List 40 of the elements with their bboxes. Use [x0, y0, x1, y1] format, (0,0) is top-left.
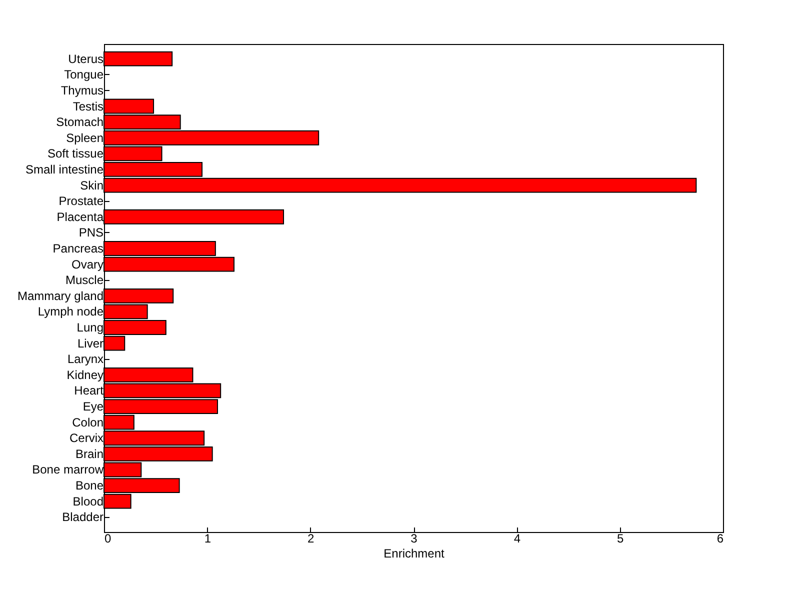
- bar: [104, 51, 173, 66]
- y-tick-label: Blood: [72, 494, 104, 508]
- y-tick-label: Placenta: [56, 210, 104, 224]
- y-tick-label: Skin: [80, 178, 104, 192]
- y-tick-label: Soft tissue: [47, 146, 104, 161]
- y-tick-label: Uterus: [68, 52, 104, 66]
- x-tick-label: 1: [204, 532, 212, 546]
- y-tick-label: Heart: [74, 384, 104, 398]
- y-tick-label: Liver: [77, 336, 104, 350]
- y-tick-label: Bone marrow: [32, 462, 104, 477]
- y-tick-label: Thymus: [60, 83, 104, 98]
- x-tick-label: 6: [716, 532, 724, 546]
- y-tick-label: Bone: [75, 478, 104, 493]
- y-tick-label: Lymph node: [38, 304, 104, 319]
- y-tick-label: Bladder: [62, 510, 104, 524]
- y-tick-label: Spleen: [66, 130, 104, 145]
- x-tick-label: 4: [514, 532, 521, 546]
- y-tick-label: Cervix: [69, 431, 104, 446]
- y-tick-label: Lung: [76, 320, 104, 335]
- y-tick-label: Eye: [82, 400, 104, 414]
- y-tick-label: Small intestine: [25, 162, 104, 176]
- y-tick-label: Muscle: [65, 273, 104, 288]
- y-tick-label: Kidney: [66, 368, 104, 382]
- y-tick-label: Prostate: [58, 194, 104, 208]
- x-tick-label: 2: [307, 532, 314, 546]
- x-tick-label: 0: [104, 532, 112, 546]
- x-tick-label: 5: [616, 532, 624, 546]
- y-tick-label: Tongue: [64, 68, 104, 82]
- y-tick-label: Mammary gland: [17, 288, 104, 303]
- y-tick-label: Larynx: [67, 352, 104, 366]
- y-tick-label: Brain: [75, 446, 104, 461]
- bar: [104, 209, 284, 224]
- y-tick-label: Stomach: [56, 115, 104, 130]
- x-axis-title: Enrichment: [384, 546, 446, 560]
- y-tick-label: Ovary: [71, 257, 104, 272]
- x-tick-label: 3: [410, 532, 418, 546]
- y-tick-label: Pancreas: [52, 241, 104, 256]
- y-tick-label: PNS: [78, 226, 104, 240]
- y-tick-label: Testis: [72, 99, 104, 114]
- y-tick-label: Colon: [72, 415, 104, 430]
